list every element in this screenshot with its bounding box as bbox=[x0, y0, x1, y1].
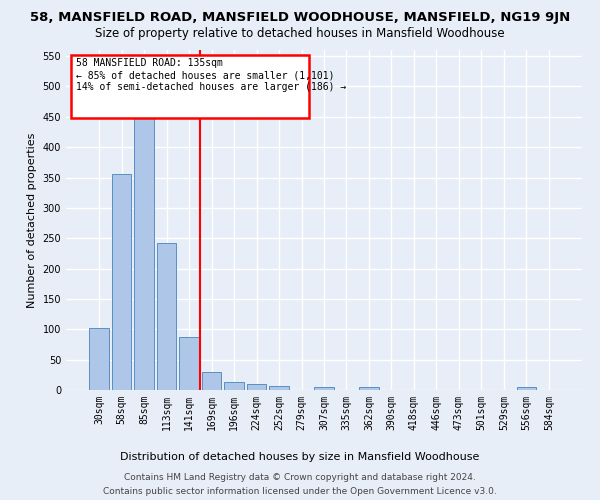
Text: Distribution of detached houses by size in Mansfield Woodhouse: Distribution of detached houses by size … bbox=[121, 452, 479, 462]
Bar bbox=[157, 243, 176, 390]
Text: 58 MANSFIELD ROAD: 135sqm
← 85% of detached houses are smaller (1,101)
14% of se: 58 MANSFIELD ROAD: 135sqm ← 85% of detac… bbox=[76, 58, 347, 92]
Bar bbox=[247, 384, 266, 390]
Bar bbox=[224, 382, 244, 390]
Bar bbox=[517, 387, 536, 390]
Bar bbox=[269, 386, 289, 390]
Y-axis label: Number of detached properties: Number of detached properties bbox=[27, 132, 37, 308]
Bar bbox=[202, 372, 221, 390]
Text: Contains HM Land Registry data © Crown copyright and database right 2024.: Contains HM Land Registry data © Crown c… bbox=[124, 473, 476, 482]
Bar bbox=[89, 328, 109, 390]
FancyBboxPatch shape bbox=[71, 55, 308, 118]
Bar bbox=[179, 336, 199, 390]
Bar bbox=[112, 174, 131, 390]
Text: Contains public sector information licensed under the Open Government Licence v3: Contains public sector information licen… bbox=[103, 486, 497, 496]
Text: Size of property relative to detached houses in Mansfield Woodhouse: Size of property relative to detached ho… bbox=[95, 28, 505, 40]
Bar bbox=[134, 118, 154, 390]
Bar bbox=[359, 387, 379, 390]
Text: 58, MANSFIELD ROAD, MANSFIELD WOODHOUSE, MANSFIELD, NG19 9JN: 58, MANSFIELD ROAD, MANSFIELD WOODHOUSE,… bbox=[30, 11, 570, 24]
Bar bbox=[314, 387, 334, 390]
